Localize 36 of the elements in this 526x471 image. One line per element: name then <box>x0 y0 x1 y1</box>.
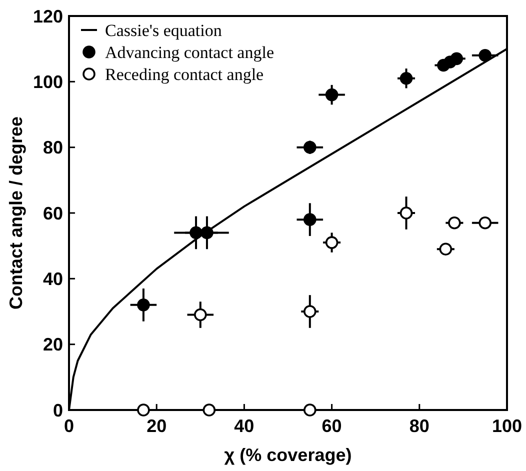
legend-label: Receding contact angle <box>105 64 264 84</box>
y-tick-label: 100 <box>32 72 63 92</box>
x-tick-label: 80 <box>409 416 430 436</box>
point <box>448 216 461 230</box>
point <box>439 242 452 256</box>
point <box>400 206 413 220</box>
x-tick-label: 100 <box>492 416 522 436</box>
x-tick-label: 40 <box>234 416 254 436</box>
point <box>478 216 492 230</box>
point <box>304 404 316 416</box>
point <box>200 226 214 240</box>
point <box>137 404 150 416</box>
point <box>194 308 207 322</box>
y-axis-title: Contact angle / degree <box>6 116 26 310</box>
point <box>304 213 316 226</box>
point <box>202 404 216 416</box>
y-tick-label: 20 <box>42 334 63 355</box>
legend-label: Advancing contact angle <box>105 42 274 62</box>
y-tick-label: 40 <box>42 268 63 289</box>
y-tick-label: 0 <box>52 400 63 420</box>
point <box>325 236 338 249</box>
y-tick-label: 120 <box>32 6 63 26</box>
point <box>478 49 492 62</box>
point <box>137 298 150 312</box>
point <box>450 52 464 66</box>
legend-label: Cassie's equation <box>105 20 222 40</box>
x-tick-label: 60 <box>322 416 342 436</box>
point <box>304 140 316 154</box>
point <box>190 226 202 240</box>
x-axis-title: χ (% coverage) <box>224 445 352 465</box>
y-tick-label: 80 <box>42 138 63 158</box>
y-tick-label: 60 <box>42 203 63 224</box>
x-tick-label: 20 <box>146 416 167 436</box>
point <box>304 305 316 318</box>
point <box>325 88 338 102</box>
point <box>400 72 413 85</box>
